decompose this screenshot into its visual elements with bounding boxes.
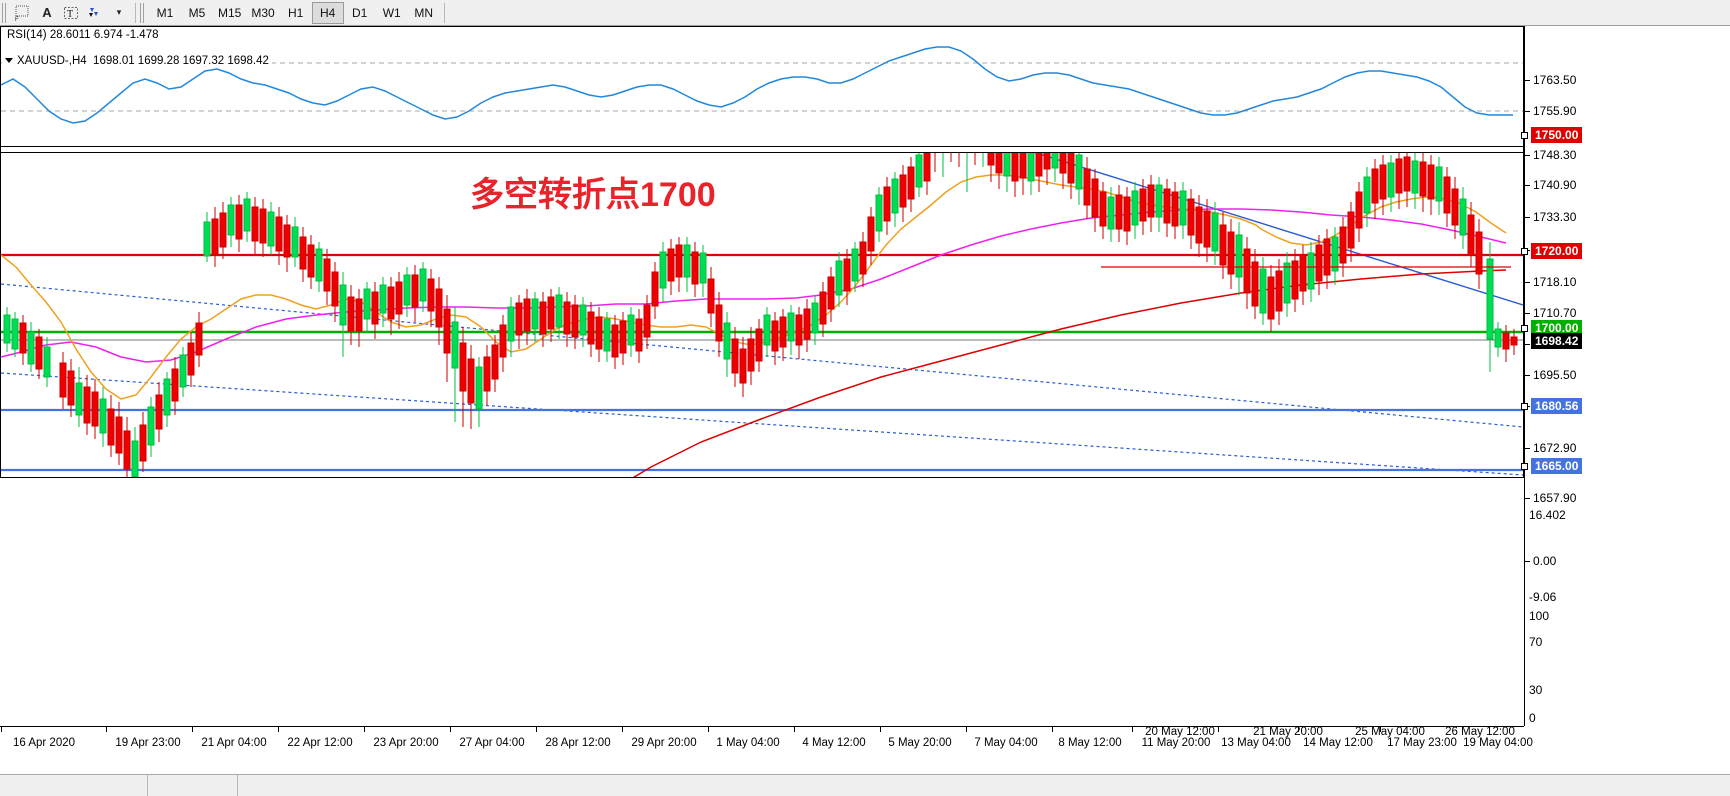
price-label-1700[interactable]: 1700.00	[1531, 320, 1583, 336]
status-segment-2	[148, 775, 238, 796]
level-handle-1665[interactable]	[1521, 463, 1528, 470]
time-label: 20 May 12:00	[1145, 726, 1215, 738]
time-label: 27 Apr 04:00	[459, 737, 525, 749]
timeframe-w1[interactable]: W1	[382, 5, 401, 20]
time-label: 14 May 12:00	[1303, 737, 1373, 749]
svg-text:T: T	[67, 9, 73, 20]
price-label-1750[interactable]: 1750.00	[1531, 127, 1583, 143]
time-label: 13 May 04:00	[1221, 737, 1291, 749]
candlestick-series	[3, 67, 1518, 477]
time-label: 23 Apr 20:00	[373, 737, 439, 749]
time-label: 8 May 12:00	[1058, 737, 1122, 749]
macd-tick-zero: 0.00	[1525, 554, 1556, 568]
timeframe-grip[interactable]	[140, 2, 146, 23]
time-label: 7 May 04:00	[974, 737, 1038, 749]
price-label-1680[interactable]: 1680.56	[1531, 398, 1583, 414]
symbol-label: XAUUSD-,H4	[17, 55, 87, 67]
macd-tick-bottom: -9.06	[1529, 590, 1557, 604]
price-tick: 1763.50	[1525, 73, 1576, 87]
rsi-title: RSI(14) 28.6011	[5, 29, 93, 41]
time-label: 25 May 04:00	[1355, 726, 1425, 738]
level-handle-1680[interactable]	[1521, 403, 1528, 410]
status-segment-1	[0, 775, 148, 796]
timeframe-d1[interactable]: D1	[352, 5, 368, 20]
timeframe-h1[interactable]: H1	[288, 5, 304, 20]
level-handle-1750[interactable]	[1521, 132, 1528, 139]
time-label: 16 Apr 2020	[12, 737, 76, 749]
rsi-tick-100: 100	[1529, 609, 1550, 623]
price-tick: 1710.70	[1525, 306, 1576, 320]
time-scale[interactable]: 16 Apr 2020 19 Apr 23:00 21 Apr 04:00 22…	[0, 726, 1533, 774]
macd-tick-top: 16.402	[1529, 508, 1566, 522]
text-tool-icon[interactable]: A	[42, 5, 52, 20]
rsi-tick-0: 0	[1529, 711, 1536, 725]
price-tick: 1748.30	[1525, 148, 1576, 162]
time-label: 26 May 12:00	[1445, 726, 1515, 738]
chart-annotation-text: 多空转折点1700	[470, 176, 716, 214]
level-handle-1700[interactable]	[1521, 325, 1528, 332]
rsi-tick-70: 70	[1529, 635, 1543, 649]
price-tick: 1740.90	[1525, 178, 1576, 192]
objects-icon[interactable]	[83, 2, 107, 24]
time-scale-row2: 20 May 12:00 21 May 20:00 25 May 04:00 2…	[0, 726, 1524, 748]
svg-text:F: F	[15, 17, 19, 21]
rsi-line	[1, 46, 1513, 124]
price-tick: 1718.10	[1525, 275, 1576, 289]
chart-area[interactable]: XAUUSD-,H4 1698.01 1699.28 1697.32 1698.…	[0, 26, 1730, 774]
price-label-1665[interactable]: 1665.00	[1531, 458, 1583, 474]
timeframe-m1[interactable]: M1	[156, 5, 174, 20]
symbol-ohlc-bar: XAUUSD-,H4 1698.01 1699.28 1697.32 1698.…	[2, 55, 272, 67]
collapse-caret-icon[interactable]	[5, 58, 13, 64]
rsi-panel[interactable]: RSI(14) 28.6011	[0, 26, 1524, 147]
time-label: 21 May 20:00	[1253, 726, 1323, 738]
time-label: 21 Apr 04:00	[201, 737, 267, 749]
price-tick: 1733.30	[1525, 210, 1576, 224]
timeframe-mn[interactable]: MN	[414, 5, 434, 20]
timeframe-m15[interactable]: M15	[218, 5, 242, 20]
timeframe-h4[interactable]: H4	[311, 1, 344, 24]
price-tick: 1657.90	[1525, 491, 1576, 505]
toolbar-grip[interactable]	[2, 2, 8, 23]
time-label: 28 Apr 12:00	[545, 737, 611, 749]
status-segment-3	[238, 775, 1730, 796]
time-label: 4 May 12:00	[802, 737, 866, 749]
rsi-plot[interactable]	[1, 27, 1523, 146]
toolbar-divider-2	[443, 2, 445, 23]
ma-slow-line	[632, 269, 1507, 477]
price-tick: 1755.90	[1525, 104, 1576, 118]
time-label: 29 Apr 20:00	[631, 737, 697, 749]
crosshair-icon[interactable]: F	[11, 2, 35, 24]
trendline-lower	[1, 372, 1523, 476]
timeframe-m30[interactable]: M30	[251, 5, 275, 20]
time-label: 19 May 04:00	[1463, 737, 1533, 749]
timeframe-m5[interactable]: M5	[188, 5, 206, 20]
ma-mid-line	[1, 208, 1507, 363]
status-bar	[0, 774, 1730, 796]
price-label-1720[interactable]: 1720.00	[1531, 243, 1583, 259]
time-label: 1 May 04:00	[716, 737, 780, 749]
price-scale[interactable]: 1763.50 1755.90 1748.30 1740.90 1733.30 …	[1521, 26, 1730, 726]
price-label-current: 1698.42	[1531, 333, 1583, 349]
rsi-tick-30: 30	[1529, 683, 1543, 697]
time-label: 19 Apr 23:00	[115, 737, 181, 749]
rsi-svg	[1, 46, 1523, 124]
ohlc-values: 1698.01 1699.28 1697.32 1698.42	[93, 55, 269, 67]
time-label: 11 May 20:00	[1141, 737, 1211, 749]
text-label-icon[interactable]: T	[59, 2, 83, 24]
price-tick: 1672.90	[1525, 441, 1576, 455]
toolbar-divider	[135, 2, 136, 23]
price-tick: 1695.50	[1525, 368, 1576, 382]
time-label: 5 May 20:00	[888, 737, 952, 749]
dropdown-arrow-icon[interactable]: ▾	[116, 7, 122, 17]
level-handle-1720[interactable]	[1521, 248, 1528, 255]
time-label: 22 Apr 12:00	[287, 737, 353, 749]
time-label: 17 May 23:00	[1387, 737, 1457, 749]
toolbar: F A T ▾ M1 M5 M15 M30 H1 H4 D1 W1 MN	[0, 0, 1730, 26]
